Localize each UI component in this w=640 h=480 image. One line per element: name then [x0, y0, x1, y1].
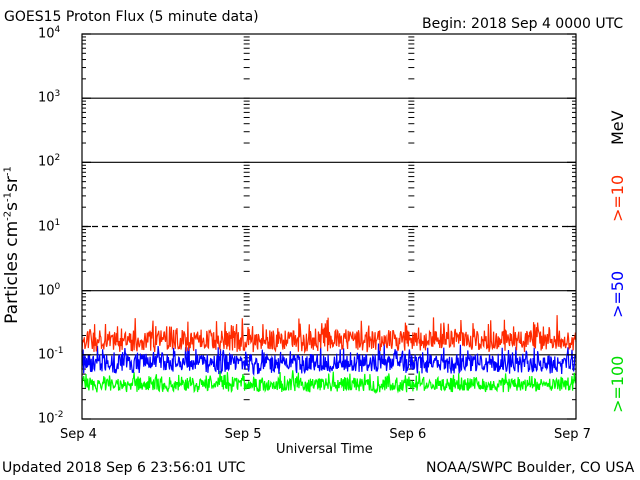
updated-time: Updated 2018 Sep 6 23:56:01 UTC: [2, 460, 246, 476]
y-tick-label: 102: [38, 153, 61, 170]
y-axis-label-text: Particles cm-2s-1sr-1: [2, 166, 22, 324]
series-line-ge100: [81, 370, 577, 395]
y-tick-label: 101: [38, 217, 61, 234]
y-tick-label: 10-1: [38, 345, 64, 363]
x-axis-label: Universal Time: [276, 442, 373, 457]
x-tick-label: Sep 7: [554, 427, 591, 442]
begin-time: Begin: 2018 Sep 4 0000 UTC: [422, 16, 624, 32]
y-tick-label: 10-2: [38, 410, 64, 427]
y-tick-label: 100: [38, 281, 61, 298]
y-axis-label: Particles cm-2s-1sr-1: [2, 166, 22, 324]
unit-label: MeV: [608, 110, 627, 145]
series-label-100: >=100: [608, 355, 627, 413]
series-line-ge50: [81, 343, 577, 377]
y-tick-label: 104: [38, 25, 61, 42]
source-credit: NOAA/SWPC Boulder, CO USA: [426, 460, 635, 476]
x-tick-label: Sep 4: [60, 427, 97, 442]
series-line-ge10: [81, 315, 577, 355]
x-tick-label: Sep 5: [224, 427, 262, 442]
y-tick-label: 103: [38, 89, 61, 106]
x-tick-label: Sep 6: [389, 427, 427, 442]
series-label-10: >=10: [608, 174, 627, 222]
series-label-50: >=50: [608, 270, 627, 318]
chart-title: GOES15 Proton Flux (5 minute data): [4, 9, 259, 25]
